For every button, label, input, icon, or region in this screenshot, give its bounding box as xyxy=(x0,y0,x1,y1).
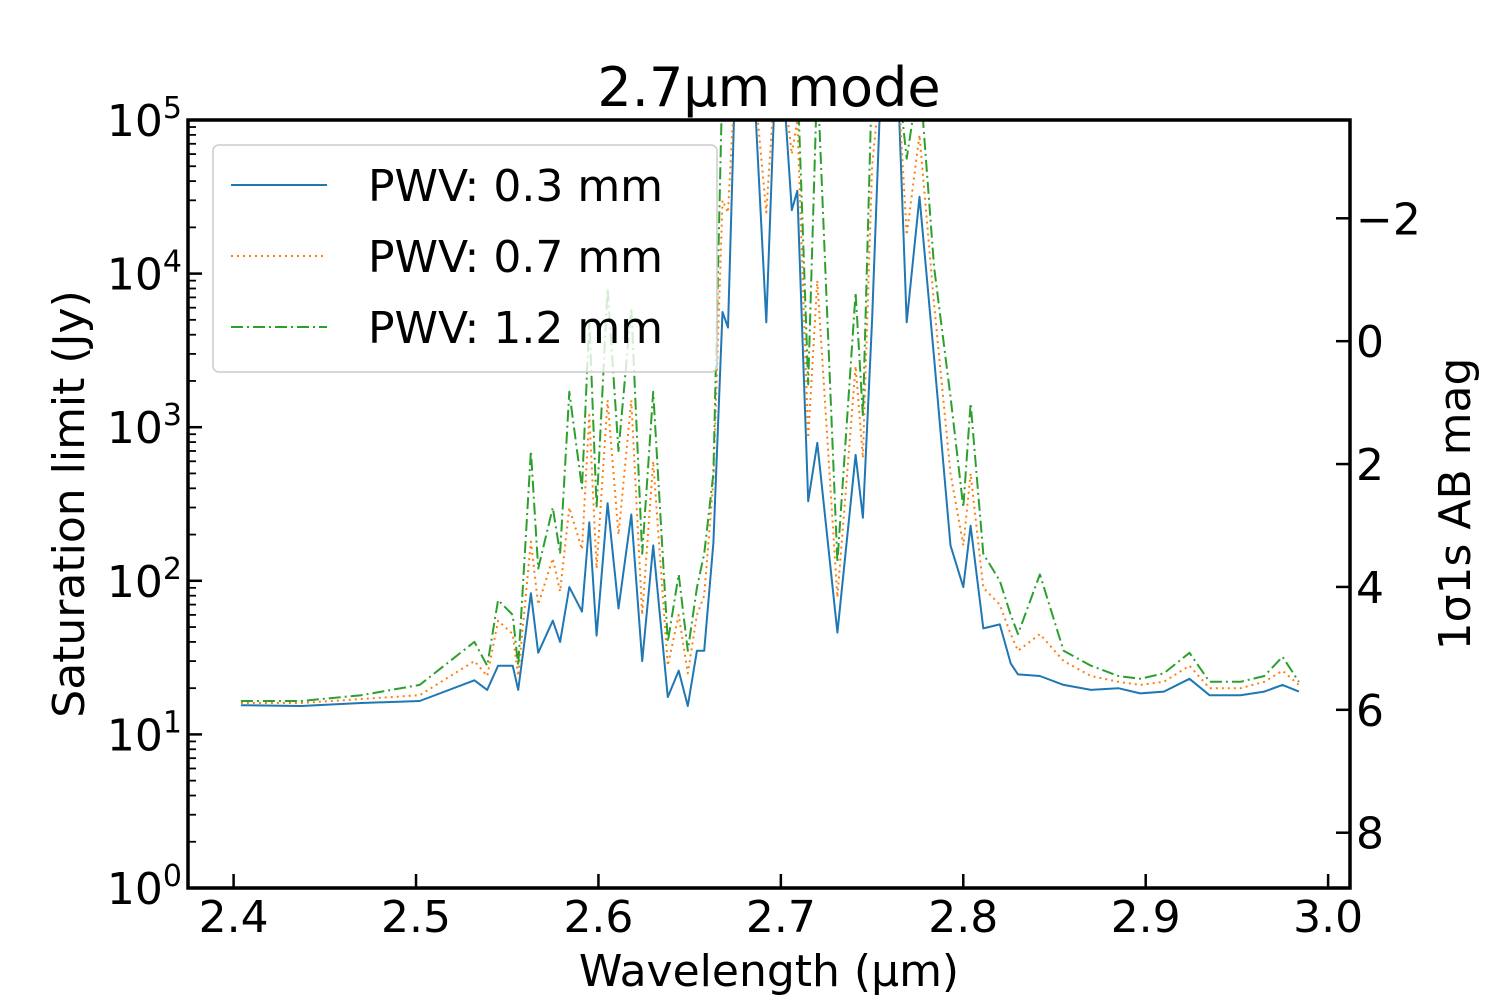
right-y-tick-label: 6 xyxy=(1356,686,1384,737)
y-tick-exponent: 1 xyxy=(163,705,182,740)
y-tick-base: 10 xyxy=(107,96,163,147)
chart-title: 2.7μm mode xyxy=(597,56,940,119)
y-tick-label: 100 xyxy=(107,859,182,915)
y-tick-label: 104 xyxy=(107,245,182,301)
y-tick-label: 102 xyxy=(107,552,182,608)
legend-label-1: PWV: 0.7 mm xyxy=(368,232,663,283)
y-tick-exponent: 3 xyxy=(163,398,182,433)
x-tick-label: 2.7 xyxy=(746,892,816,943)
x-tick-label: 3.0 xyxy=(1293,892,1363,943)
right-y-tick-label: −2 xyxy=(1356,194,1421,245)
series-layer xyxy=(240,120,1300,707)
x-tick-label: 2.5 xyxy=(381,892,451,943)
legend-box xyxy=(212,144,718,373)
series-line-2 xyxy=(240,120,1300,702)
series-line-0 xyxy=(240,120,1300,707)
legend: PWV: 0.3 mm PWV: 0.7 mm PWV: 1.2 mm xyxy=(212,144,718,373)
y-tick-label: 103 xyxy=(107,398,182,454)
y-axis-label: Saturation limit (Jy) xyxy=(44,290,95,717)
y-tick-base: 10 xyxy=(107,403,163,454)
x-tick-label: 2.9 xyxy=(1111,892,1181,943)
right-y-tick-label: 8 xyxy=(1356,809,1384,860)
y-tick-exponent: 4 xyxy=(163,245,182,280)
x-axis-label: Wavelength (μm) xyxy=(579,946,959,997)
y-tick-label: 105 xyxy=(107,91,182,147)
y-tick-base: 10 xyxy=(107,864,163,915)
y-tick-base: 10 xyxy=(107,710,163,761)
ticks-layer: 2.4 2.5 2.6 2.7 2.8 2.9 3.0100101102103104105−… xyxy=(107,91,1421,943)
plot-frame xyxy=(186,118,1352,890)
y-tick-exponent: 2 xyxy=(163,552,182,587)
y-tick-exponent: 0 xyxy=(163,859,182,894)
x-tick-label: 2.6 xyxy=(563,892,633,943)
y-tick-label: 101 xyxy=(107,705,182,761)
right-y-axis-label: 1σ1s AB mag xyxy=(1430,358,1481,651)
legend-label-2: PWV: 1.2 mm xyxy=(368,303,663,354)
right-y-tick-label: 4 xyxy=(1356,563,1384,614)
x-tick-label: 2.8 xyxy=(928,892,998,943)
legend-label-0: PWV: 0.3 mm xyxy=(368,161,663,212)
right-y-tick-label: 2 xyxy=(1356,440,1384,491)
right-y-tick-label: 0 xyxy=(1356,317,1384,368)
x-tick-label: 2.4 xyxy=(199,892,269,943)
y-tick-base: 10 xyxy=(107,250,163,301)
y-tick-exponent: 5 xyxy=(163,91,182,126)
y-tick-base: 10 xyxy=(107,557,163,608)
